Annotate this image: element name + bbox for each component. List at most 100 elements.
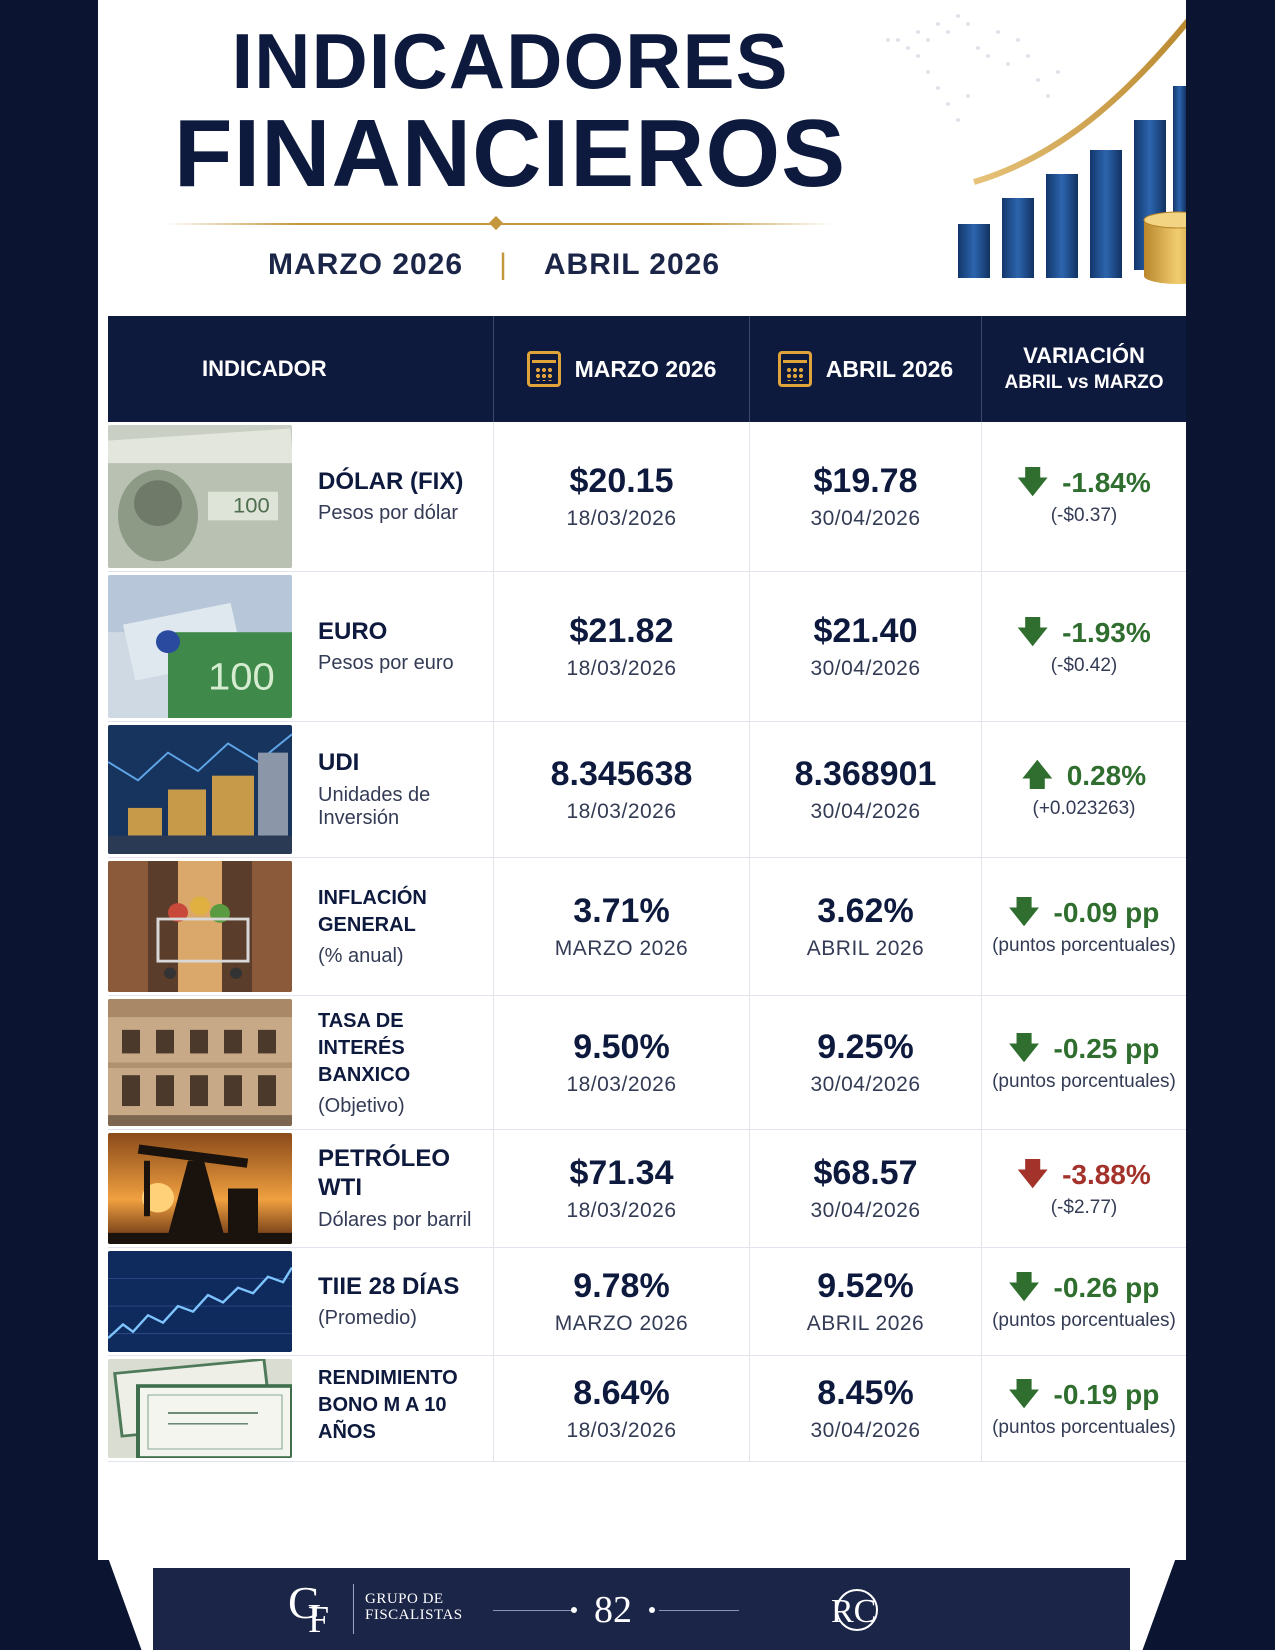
column-header-april-label: ABRIL 2026: [825, 355, 954, 382]
indicator-text: UDI Unidades de Inversión: [292, 749, 493, 830]
growth-chart-illustration: [886, 14, 1186, 284]
indicator-photo-euro-bills: 100: [108, 575, 292, 718]
page-sheet: INDICADORES FINANCIEROS MARZO 2026 | ABR…: [98, 0, 1186, 1560]
april-date: ABRIL 2026: [806, 1312, 925, 1335]
indicator-description: Dólares por barril: [318, 1208, 472, 1231]
april-cell: 9.52% ABRIL 2026: [750, 1248, 982, 1355]
april-date: 30/04/2026: [810, 657, 921, 680]
world-map-dots: [886, 14, 1060, 122]
arrow-down-icon: 🡇: [1008, 895, 1040, 929]
variation-value: -1.93%: [1062, 616, 1151, 648]
april-cell: $68.57 30/04/2026: [750, 1130, 982, 1247]
indicator-cell: 100 EURO Pesos por euro: [108, 572, 494, 721]
april-value: $68.57: [813, 1154, 918, 1192]
page-footer: G F GRUPO DE FISCALISTAS 82 RC: [153, 1568, 1130, 1650]
table-row: RENDIMIENTO BONO M A 10 AÑOS 8.64% 18/03…: [108, 1356, 1186, 1462]
march-cell: $20.15 18/03/2026: [494, 422, 750, 571]
indicator-text: RENDIMIENTO BONO M A 10 AÑOS: [292, 1365, 493, 1452]
variation-detail: (-$0.42): [1050, 654, 1118, 676]
indicator-photo-oil-pump: [108, 1133, 292, 1244]
arrow-down-icon: 🡇: [1008, 1270, 1040, 1304]
logo-letter-g: G: [288, 1577, 322, 1628]
indicator-description: (Promedio): [318, 1307, 417, 1330]
indicators-table: INDICADOR MARZO 2026 ABRIL 2026 VARIACIÓ…: [108, 316, 1186, 1462]
indicator-description: Unidades de Inversión: [318, 783, 431, 829]
march-value: 9.50%: [573, 1028, 670, 1066]
calendar-icon: [526, 351, 561, 387]
table-row: PETRÓLEO WTI Dólares por barril $71.34 1…: [108, 1130, 1186, 1248]
indicator-name: PETRÓLEO WTI: [318, 1145, 451, 1201]
april-value: $21.40: [813, 612, 918, 650]
indicator-name: EURO: [318, 617, 388, 645]
table-row: UDI Unidades de Inversión 8.345638 18/03…: [108, 722, 1186, 858]
variation-main: 🡇 -0.09 pp: [1009, 897, 1160, 929]
variation-value: -0.26 pp: [1053, 1271, 1160, 1303]
march-date: 18/03/2026: [566, 1073, 677, 1096]
variation-main: 🡇 -0.19 pp: [1009, 1379, 1160, 1411]
period-april: ABRIL 2026: [543, 248, 721, 281]
indicator-photo-dollar-bills: 100: [108, 425, 292, 568]
variation-cell: 🡇 -0.25 pp (puntos porcentuales): [982, 996, 1186, 1129]
variation-main: 🡅 0.28%: [1022, 760, 1146, 792]
variation-cell: 🡇 -1.93% (-$0.42): [982, 572, 1186, 721]
indicator-name: RENDIMIENTO BONO M A 10 AÑOS: [318, 1367, 458, 1443]
april-cell: $19.78 30/04/2026: [750, 422, 982, 571]
variation-value: -0.25 pp: [1053, 1032, 1160, 1064]
variation-cell: 🡇 -0.09 pp (puntos porcentuales): [982, 858, 1186, 995]
april-date: 30/04/2026: [810, 1199, 921, 1222]
arrow-down-icon: 🡇: [1017, 1157, 1049, 1191]
march-cell: $21.82 18/03/2026: [494, 572, 750, 721]
period-separator: |: [499, 248, 508, 281]
variation-value: -1.84%: [1062, 466, 1151, 498]
column-header-indicator: INDICADOR: [108, 316, 494, 422]
march-value: $20.15: [569, 462, 674, 500]
indicator-description: (% anual): [318, 945, 404, 967]
march-date: MARZO 2026: [554, 1312, 689, 1335]
indicator-text: TIIE 28 DÍAS (Promedio): [292, 1273, 459, 1331]
coin-stack: [1143, 211, 1186, 284]
period-labels: MARZO 2026 | ABRIL 2026: [268, 248, 720, 282]
variation-value: 0.28%: [1066, 759, 1147, 791]
april-date: 30/04/2026: [810, 800, 921, 823]
variation-cell: 🡇 -3.88% (-$2.77): [982, 1130, 1186, 1247]
april-date: 30/04/2026: [810, 1419, 921, 1442]
column-header-variation-subtitle: ABRIL vs MARZO: [1004, 371, 1164, 393]
indicator-description: (Objetivo): [318, 1094, 405, 1117]
page-number-rule-left: [493, 1610, 573, 1611]
logo-letter-f: F: [308, 1599, 330, 1641]
indicator-text: PETRÓLEO WTI Dólares por barril: [292, 1145, 493, 1232]
rc-logo-text: RC: [831, 1593, 876, 1630]
indicator-cell: 100 DÓLAR (FIX) Pesos por dólar: [108, 422, 494, 571]
table-body: 100 DÓLAR (FIX) Pesos por dólar $20.15 1…: [108, 422, 1186, 1462]
grupo-fiscalistas-logo: G F: [288, 1576, 342, 1642]
variation-cell: 🡅 0.28% (+0.023263): [982, 722, 1186, 857]
page-title: INDICADORES FINANCIEROS: [160, 22, 860, 202]
variation-cell: 🡇 -1.84% (-$0.37): [982, 422, 1186, 571]
growth-arrow: [973, 18, 1186, 185]
variation-main: 🡇 -0.26 pp: [1009, 1272, 1160, 1304]
march-date: 18/03/2026: [566, 800, 677, 823]
indicator-cell: TASA DE INTERÉS BANXICO (Objetivo): [108, 996, 494, 1129]
indicator-cell: RENDIMIENTO BONO M A 10 AÑOS: [108, 1356, 494, 1461]
indicator-description: Pesos por euro: [318, 652, 454, 675]
april-value: 3.62%: [817, 892, 914, 930]
calendar-icon: [777, 351, 812, 387]
page-number-dot-right: [649, 1607, 655, 1613]
title-line-1: INDICADORES: [231, 17, 789, 105]
variation-value: -0.19 pp: [1053, 1378, 1160, 1410]
march-cell: 9.78% MARZO 2026: [494, 1248, 750, 1355]
indicator-photo-shopping-cart: [108, 861, 292, 992]
table-row: INFLACIÓN GENERAL (% anual) 3.71% MARZO …: [108, 858, 1186, 996]
march-value: 3.71%: [573, 892, 670, 930]
arrow-down-icon: 🡇: [1008, 1377, 1040, 1411]
column-header-indicator-label: INDICADOR: [202, 356, 327, 381]
variation-main: 🡇 -0.25 pp: [1009, 1033, 1160, 1065]
april-value: 8.45%: [817, 1374, 914, 1412]
page-number: 82: [594, 1589, 632, 1631]
table-row: 100 EURO Pesos por euro $21.82 18/03/202…: [108, 572, 1186, 722]
indicator-cell: UDI Unidades de Inversión: [108, 722, 494, 857]
indicator-name: TASA DE INTERÉS BANXICO: [318, 1009, 411, 1086]
march-value: $71.34: [569, 1154, 674, 1192]
organization-name: GRUPO DE FISCALISTAS: [365, 1591, 463, 1624]
april-date: ABRIL 2026: [806, 937, 925, 960]
